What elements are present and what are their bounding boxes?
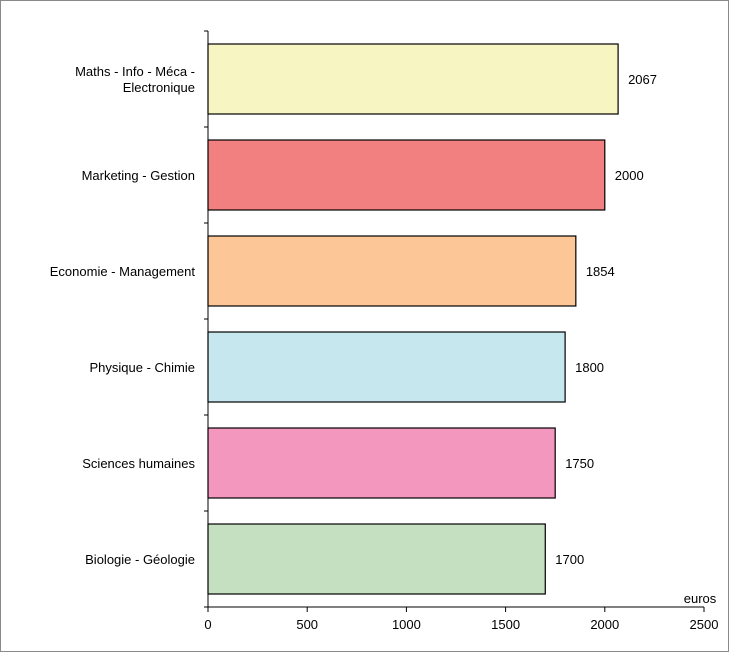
x-tick-label: 1500 — [491, 617, 520, 632]
x-tick-label: 2000 — [590, 617, 619, 632]
category-label-line: Electronique — [123, 80, 195, 95]
category-label-line: Sciences humaines — [82, 456, 195, 471]
bars-layer — [207, 43, 619, 595]
category-label-0: Maths - Info - Méca -Electronique — [75, 64, 195, 95]
x-tick-label: 1000 — [392, 617, 421, 632]
value-label-5: 1700 — [555, 552, 584, 567]
x-axis-title: euros — [684, 591, 717, 606]
labels-layer: Maths - Info - Méca -Electronique 2067 Mar… — [50, 64, 719, 632]
category-label-line: Maths - Info - Méca - — [75, 64, 195, 79]
x-tick-label: 500 — [296, 617, 318, 632]
axes-layer — [204, 30, 705, 612]
category-label-line: Physique - Chimie — [90, 360, 196, 375]
x-tick-label: 0 — [204, 617, 211, 632]
category-label-line: Marketing - Gestion — [82, 168, 195, 183]
value-label-1: 2000 — [615, 168, 644, 183]
bar-1 — [207, 139, 606, 211]
category-label-5: Biologie - Géologie — [85, 552, 195, 567]
x-tick-label: 2500 — [690, 617, 719, 632]
category-label-line: Biologie - Géologie — [85, 552, 195, 567]
category-label-1: Marketing - Gestion — [82, 168, 195, 183]
bar-4 — [207, 427, 556, 499]
bar-2 — [207, 235, 577, 307]
value-label-4: 1750 — [565, 456, 594, 471]
category-label-line: Economie - Management — [50, 264, 196, 279]
bar-0 — [207, 43, 619, 115]
category-label-3: Physique - Chimie — [90, 360, 196, 375]
bar-5 — [207, 523, 546, 595]
value-label-0: 2067 — [628, 72, 657, 87]
value-label-2: 1854 — [586, 264, 615, 279]
value-label-3: 1800 — [575, 360, 604, 375]
category-label-4: Sciences humaines — [82, 456, 195, 471]
bar-3 — [207, 331, 566, 403]
category-label-2: Economie - Management — [50, 264, 196, 279]
